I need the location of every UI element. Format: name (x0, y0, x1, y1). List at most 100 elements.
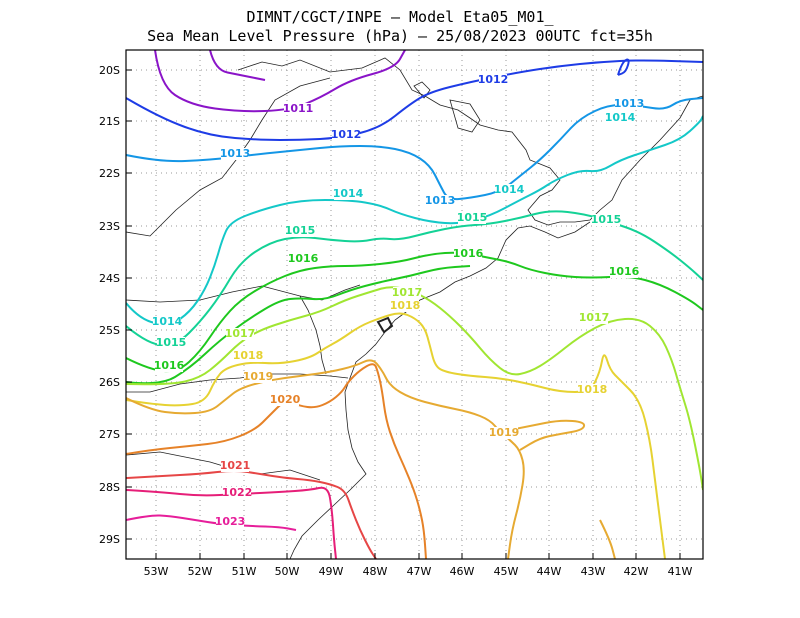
isobar-label-1012: 1012 (478, 73, 509, 86)
isobar-label-background (426, 195, 454, 207)
isobar-label-background (284, 103, 312, 115)
isobar-label-background (244, 371, 272, 383)
isobar-1011 (209, 50, 266, 81)
isobar-label-background (234, 350, 262, 362)
isobar-1023 (126, 514, 297, 531)
lat-tick-label: 27S (99, 428, 120, 441)
lake (449, 99, 481, 133)
lon-tick-label: 49W (319, 565, 344, 578)
isobar-1019 (599, 519, 616, 559)
isobar-label-1018: 1018 (233, 349, 264, 362)
lat-tick-label: 24S (99, 272, 120, 285)
isobar-label-1013: 1013 (425, 194, 456, 207)
isobar-label-1018: 1018 (390, 299, 421, 312)
isobar-label-background (495, 184, 523, 196)
isobar-label-background (454, 248, 482, 260)
lon-tick-label: 41W (668, 565, 693, 578)
isobar-label-1015: 1015 (591, 213, 622, 226)
lon-tick-label: 53W (144, 565, 169, 578)
isobar-label-1014: 1014 (605, 111, 636, 124)
isobar-label-1011: 1011 (283, 102, 314, 115)
isobar-label-background (615, 98, 643, 110)
isobar-label-background (458, 212, 486, 224)
isobar-1012 (617, 58, 630, 76)
coastline (289, 221, 591, 559)
isobar-label-1016: 1016 (154, 359, 185, 372)
isobar-label-1016: 1016 (609, 265, 640, 278)
isobar-label-background (153, 316, 181, 328)
isobar-label-1021: 1021 (220, 459, 251, 472)
lat-tick-label: 23S (99, 220, 120, 233)
isobar-label-1016: 1016 (288, 252, 319, 265)
isobar-label-background (332, 129, 360, 141)
isobar-1019 (126, 359, 525, 559)
isobar-label-background (157, 337, 185, 349)
map-title-line-2: Sea Mean Level Pressure (hPa) – 25/08/20… (147, 27, 653, 45)
isobar-label-1016: 1016 (453, 247, 484, 260)
isobar-label-1023: 1023 (215, 515, 246, 528)
isobar-1022 (126, 486, 337, 559)
isobar-label-1018: 1018 (577, 383, 608, 396)
isobar-label-1014: 1014 (333, 187, 364, 200)
isobar-label-1015: 1015 (156, 336, 187, 349)
isobar-label-background (578, 384, 606, 396)
lat-tick-label: 20S (99, 64, 120, 77)
isobar-label-background (610, 266, 638, 278)
lon-tick-label: 46W (450, 565, 475, 578)
isobar-label-1013: 1013 (220, 147, 251, 160)
isobar-label-1019: 1019 (243, 370, 274, 383)
lon-tick-label: 43W (581, 565, 606, 578)
isobar-label-background (221, 460, 249, 472)
isobar-label-background (155, 360, 183, 372)
isobar-1017 (126, 286, 703, 491)
lat-tick-label: 21S (99, 115, 120, 128)
isobar-1020 (126, 363, 427, 559)
isobar-label-1014: 1014 (152, 315, 183, 328)
country-border (299, 295, 327, 375)
isobar-label-background (223, 487, 251, 499)
isobar-label-background (334, 188, 362, 200)
state-border (126, 451, 321, 481)
isobar-label-background (490, 427, 518, 439)
isobar-label-1017: 1017 (392, 286, 423, 299)
isobar-label-background (286, 225, 314, 237)
map-frame (125, 49, 704, 560)
isobar-label-background (592, 214, 620, 226)
isobar-label-1019: 1019 (489, 426, 520, 439)
island (376, 316, 394, 334)
lat-tick-label: 22S (99, 167, 120, 180)
isobar-label-1017: 1017 (225, 327, 256, 340)
map-title-line-1: DIMNT/CGCT/INPE – Model Eta05_M01_ (246, 8, 554, 26)
isobar-label-1012: 1012 (331, 128, 362, 141)
lon-tick-label: 44W (537, 565, 562, 578)
isobar-label-background (271, 394, 299, 406)
isobar-1018 (126, 312, 666, 559)
isobar-label-background (580, 312, 608, 324)
island (413, 81, 431, 99)
isobar-label-background (393, 287, 421, 299)
isobar-label-background (221, 148, 249, 160)
lon-tick-label: 45W (494, 565, 519, 578)
lon-tick-label: 47W (407, 565, 432, 578)
lon-tick-label: 52W (188, 565, 213, 578)
lon-tick-label: 42W (624, 565, 649, 578)
lat-tick-label: 26S (99, 376, 120, 389)
isobar-label-1017: 1017 (579, 311, 610, 324)
isobar-label-background (289, 253, 317, 265)
isobar-1014 (126, 115, 703, 325)
isobar-label-1014: 1014 (494, 183, 525, 196)
isobar-1016 (126, 251, 703, 373)
isobar-1016 (126, 265, 471, 385)
isobar-label-1022: 1022 (222, 486, 253, 499)
isobar-label-background (216, 516, 244, 528)
isobar-1019 (499, 419, 586, 451)
coastline (237, 57, 703, 226)
isobar-label-1015: 1015 (457, 211, 488, 224)
lat-tick-label: 29S (99, 533, 120, 546)
isobar-label-1013: 1013 (614, 97, 645, 110)
isobar-label-background (391, 300, 419, 312)
lat-tick-label: 28S (99, 481, 120, 494)
state-border (126, 373, 349, 393)
isobar-label-1020: 1020 (270, 393, 301, 406)
